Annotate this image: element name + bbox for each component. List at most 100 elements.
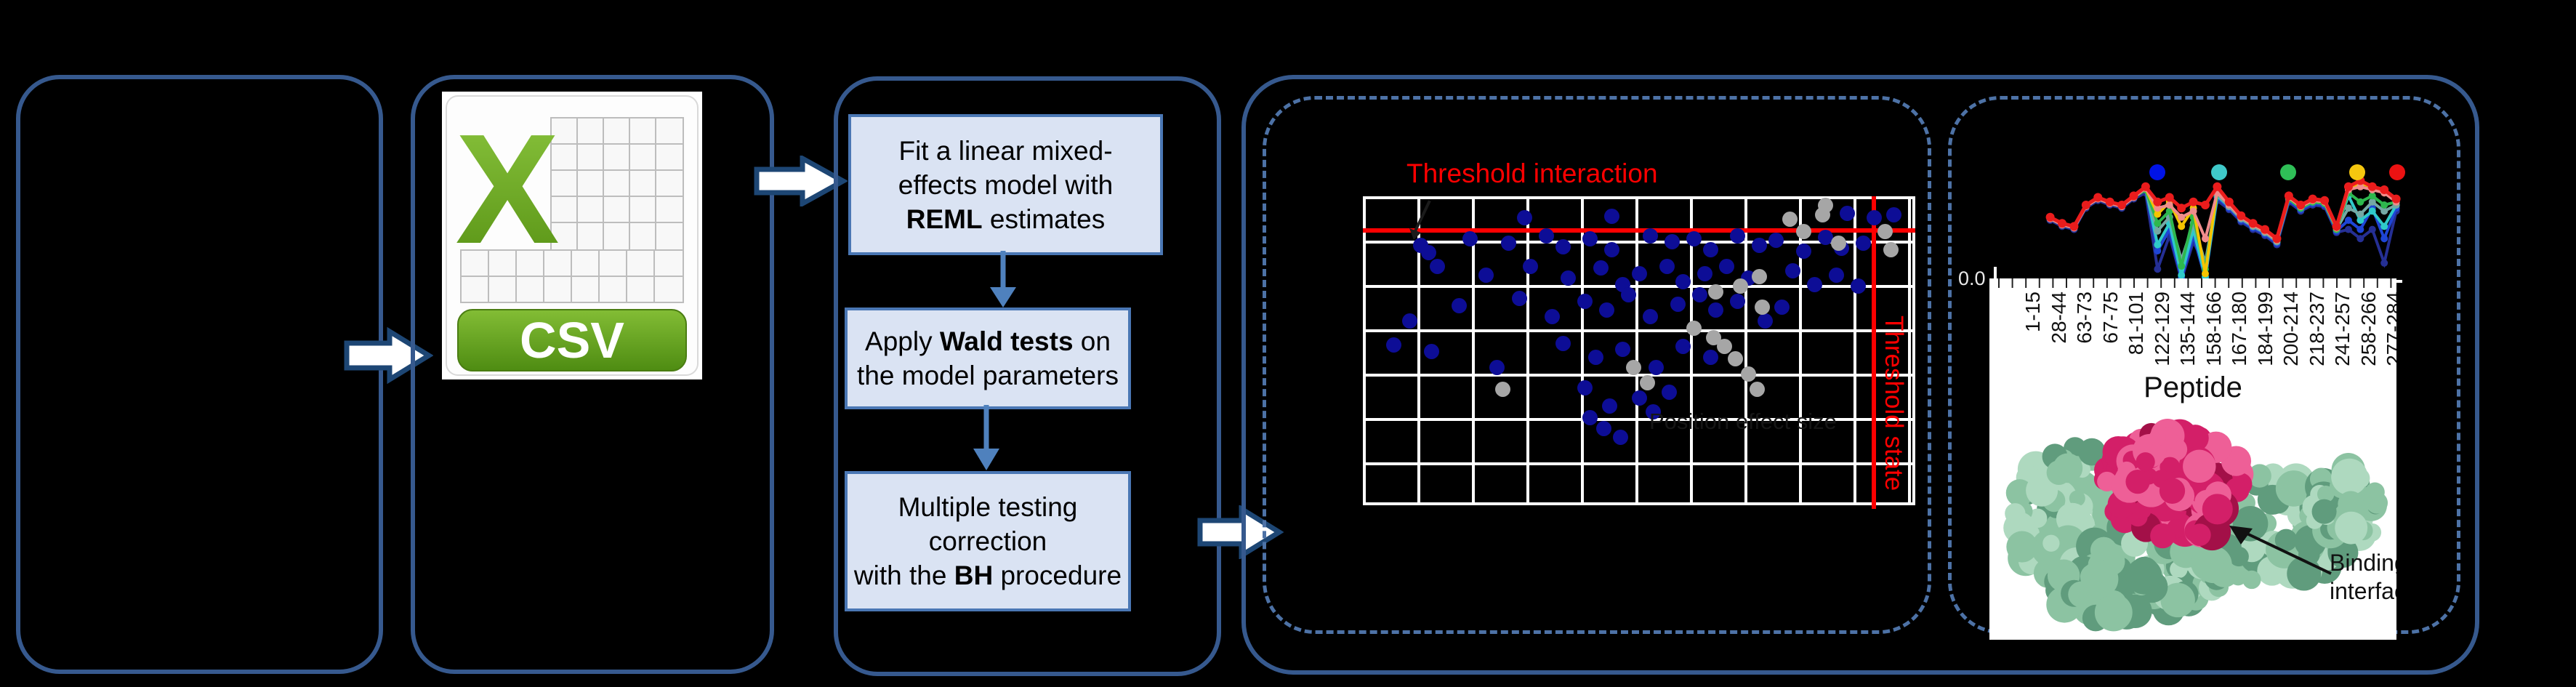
scatter-point-significant-peptides [1730,293,1746,309]
scatter-point-significant-peptides [1828,268,1844,284]
scatter-point-significant-peptides [1462,231,1478,247]
threshold-state-line [1872,196,1876,509]
scatter-point-significant-peptides [1632,390,1647,406]
scatter-point-non-significant-peptides [1716,339,1732,355]
peptide-label: 184-199 [2253,292,2277,366]
peptide-label: 122-129 [2150,292,2173,366]
scatter-point-significant-peptides [1686,231,1702,247]
annotation-arrow-icon [1409,200,1431,240]
scatter-point-significant-peptides [1402,313,1418,329]
hidden-axis-label: Position effect size [1649,409,1837,434]
scatter-point-significant-peptides [1885,206,1901,222]
peptide-label: 28-44 [2047,292,2070,344]
scatter-point-significant-peptides [1511,290,1527,306]
panel-statistical-pipeline [834,76,1221,676]
legend-dot-4 [2389,164,2405,180]
step-text: Multiple testing correction with the [853,492,1078,590]
scatter-point-non-significant-peptides [1495,381,1510,397]
scatter-point-significant-peptides [1867,210,1883,226]
scatter-point-non-significant-peptides [1640,375,1656,391]
panel-input [16,75,383,674]
step-text: procedure [993,561,1122,590]
scatter-point-significant-peptides [1598,302,1614,318]
scatter-point-non-significant-peptides [1817,198,1833,214]
csv-banner [457,309,687,371]
scatter-point-significant-peptides [1670,296,1686,312]
binding-interface-arrow-icon [2229,526,2332,575]
scatter-point-significant-peptides [1752,237,1768,253]
threshold-state-label: Threshold state [1880,316,1908,491]
scatter-point-significant-peptides [1675,339,1691,355]
scatter-point-significant-peptides [1582,231,1598,247]
scatter-point-non-significant-peptides [1686,321,1702,337]
csv-file-icon: X CSV [442,92,702,379]
legend-dot-0 [2149,164,2165,180]
scatter-point-non-significant-peptides [1741,366,1757,382]
scatter-point-significant-peptides [1555,336,1571,352]
flow-arrow-1-icon [990,251,1016,308]
scatter-point-significant-peptides [1604,208,1620,224]
scatter-point-significant-peptides [1719,258,1735,274]
arrow-panel2-to-panel3-icon [754,156,848,206]
threshold-interaction-line [1363,228,1915,233]
scatter-point-significant-peptides [1577,293,1593,309]
scatter-point-significant-peptides [1555,238,1571,254]
scatter-point-significant-peptides [1544,308,1560,324]
panel-threshold-scatter [1263,96,1931,634]
scatter-point-significant-peptides [1691,287,1707,303]
protein-lobe-far-right [2299,453,2388,549]
peptide-label: 158-166 [2202,292,2225,366]
x-axis-ticks [1998,278,2392,288]
scatter-point-significant-peptides [1784,262,1800,278]
scatter-point-significant-peptides [1451,297,1467,313]
scatter-point-significant-peptides [1839,205,1855,221]
step-text: Apply [865,326,940,356]
scatter-point-non-significant-peptides [1831,236,1847,252]
scatter-point-significant-peptides [1662,384,1678,400]
step-wald-tests: Apply Wald tests on the model parameters [845,308,1131,409]
scatter-point-significant-peptides [1730,228,1746,244]
step-fit-lmm: Fit a linear mixed- effects model with R… [848,114,1163,255]
scatter-point-significant-peptides [1577,379,1593,395]
scatter-point-significant-peptides [1489,360,1505,376]
scatter-point-significant-peptides [1522,258,1538,274]
threshold-scatter-plot: Position effect size Threshold state [1363,196,1915,509]
scatter-point-significant-peptides [1817,230,1833,246]
x-axis-title: Peptide [2144,371,2242,403]
peptide-label: 218-237 [2305,292,2328,366]
peptide-label: 200-214 [2279,292,2302,366]
scatter-point-non-significant-peptides [1795,223,1811,239]
axis-and-protein-box: 1-15 28-44 63-73 67-75 81-101 122-129 135-144 1… [1989,278,2396,640]
threshold-interaction-label: Threshold interaction [1406,158,1658,188]
scatter-point-significant-peptides [1697,266,1713,282]
scatter-point-significant-peptides [1615,342,1631,358]
peptide-label: 67-75 [2098,292,2122,344]
scatter-point-significant-peptides [1708,302,1724,318]
scatter-point-non-significant-peptides [1752,269,1768,285]
y-axis-tick-label: 0.0 [1958,268,1986,289]
scatter-point-significant-peptides [1596,420,1612,436]
peptide-label: 135-144 [2176,292,2199,366]
peptide-label: 167-180 [2228,292,2250,366]
peptide-label: 1-15 [2021,292,2044,333]
peptide-label: 241-257 [2331,292,2354,366]
scatter-point-non-significant-peptides [1877,223,1893,239]
scatter-point-significant-peptides [1582,410,1598,426]
scatter-point-significant-peptides [1601,398,1617,414]
scatter-point-non-significant-peptides [1727,350,1743,366]
protein-shadow [2044,547,2168,632]
legend-dot-3 [2349,164,2365,180]
step-text: Fit a linear mixed- effects model with [898,135,1114,200]
scatter-point-significant-peptides [1659,258,1675,274]
binding-interface-highlight [2112,427,2216,512]
peptide-label: 63-73 [2073,292,2096,344]
scatter-point-significant-peptides [1850,278,1866,294]
scatter-point-significant-peptides [1421,244,1437,260]
scatter-point-significant-peptides [1561,270,1577,286]
arrow-panel1-to-panel2-icon [344,327,433,384]
binding-interface-label: Binding interface [2330,550,2396,604]
step-text-bold: Wald tests [939,326,1074,356]
scatter-point-significant-peptides [1795,243,1811,259]
step-bh-correction: Multiple testing correction with the BH … [845,471,1131,611]
scatter-point-significant-peptides [1643,308,1659,324]
